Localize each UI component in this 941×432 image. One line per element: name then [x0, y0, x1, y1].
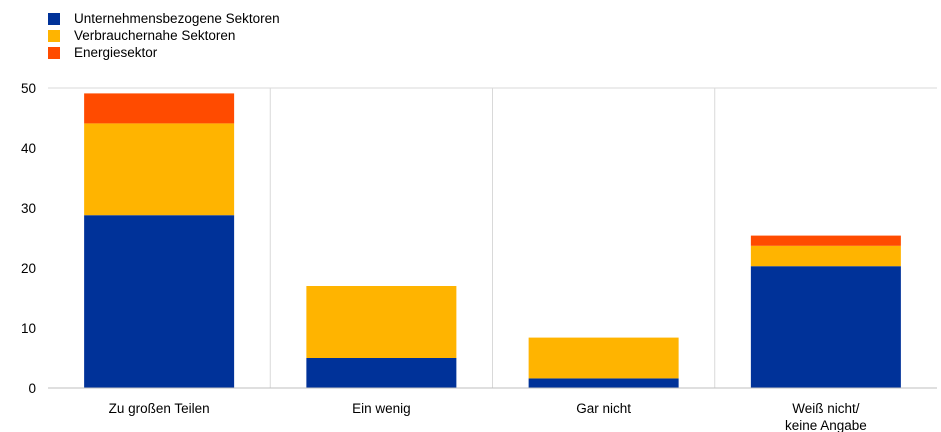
bar-segment — [84, 123, 235, 216]
y-tick-label: 20 — [21, 261, 36, 276]
legend-item: Energiesektor — [48, 44, 280, 61]
bar-segment — [306, 358, 457, 388]
bar-segment — [750, 245, 901, 267]
bar-segment — [306, 286, 457, 358]
y-tick-label: 30 — [21, 201, 36, 216]
x-tick-label: Weiß nicht/ — [792, 401, 860, 416]
y-tick-label: 10 — [21, 321, 36, 336]
legend-swatch — [48, 29, 60, 42]
bar-segment — [528, 378, 679, 388]
bar-segment — [84, 215, 235, 388]
bar-segment — [750, 266, 901, 388]
x-tick-label: Gar nicht — [576, 401, 631, 416]
legend-label: Verbrauchernahe Sektoren — [74, 28, 236, 43]
legend-label: Unternehmensbezogene Sektoren — [74, 11, 280, 26]
chart-legend: Unternehmensbezogene Sektoren Verbrauche… — [48, 10, 280, 61]
y-tick-label: 0 — [28, 381, 36, 396]
y-tick-label: 50 — [21, 81, 36, 96]
legend-item: Verbrauchernahe Sektoren — [48, 27, 280, 44]
bar-segment — [750, 235, 901, 246]
x-tick-label: Ein wenig — [352, 401, 411, 416]
x-tick-label: keine Angabe — [785, 418, 867, 432]
legend-item: Unternehmensbezogene Sektoren — [48, 10, 280, 27]
y-tick-label: 40 — [21, 141, 36, 156]
bar-segment — [84, 93, 235, 124]
x-tick-label: Zu großen Teilen — [109, 401, 210, 416]
legend-swatch — [48, 12, 60, 25]
legend-label: Energiesektor — [74, 45, 158, 60]
legend-swatch — [48, 46, 60, 59]
bar-segment — [528, 337, 679, 379]
